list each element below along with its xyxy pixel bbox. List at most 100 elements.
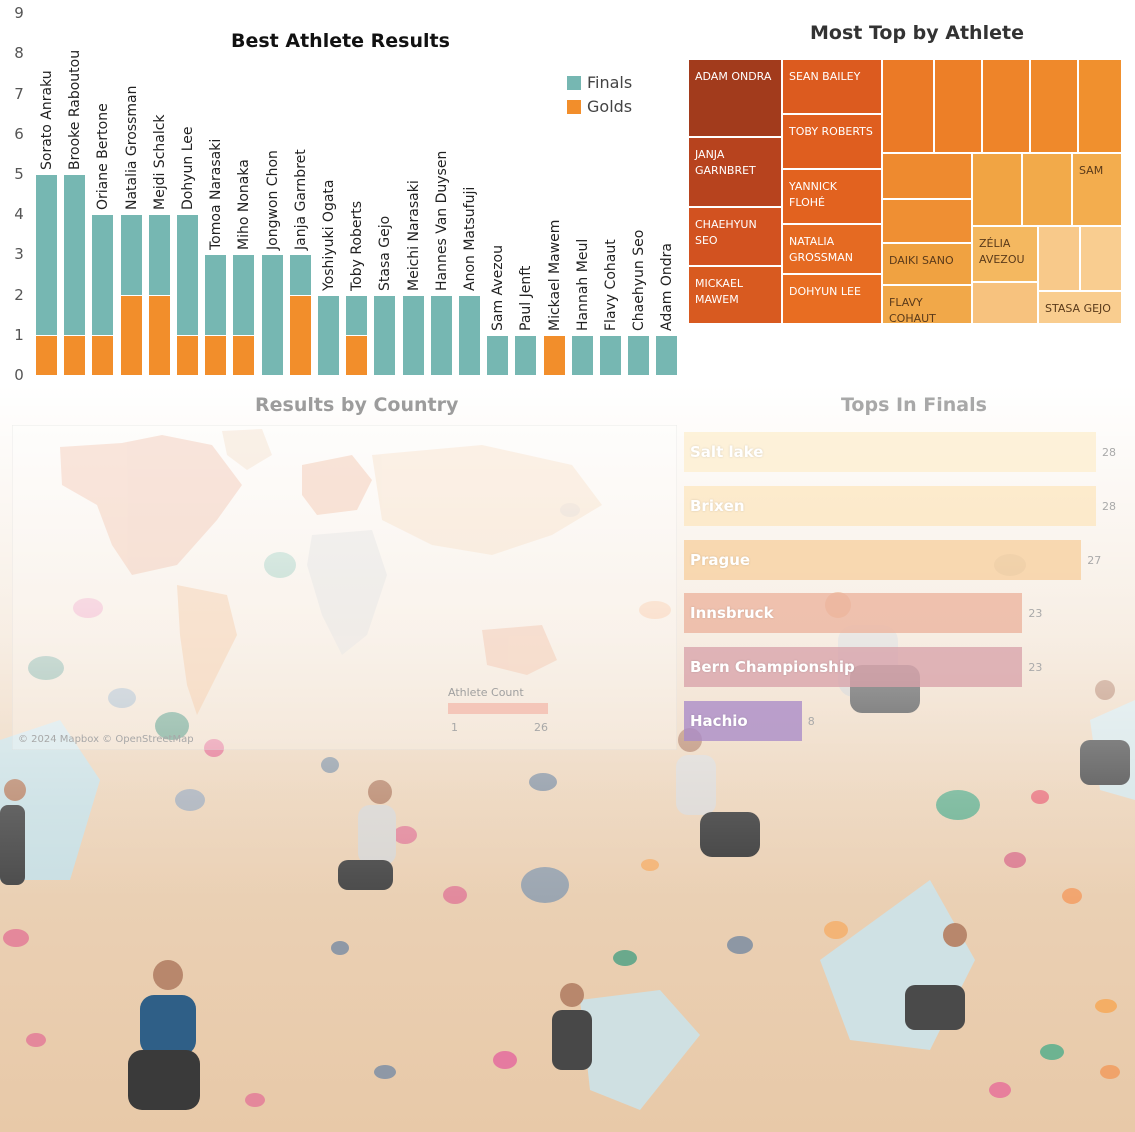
- treemap-cell[interactable]: ZÉLIA AVEZOU: [972, 226, 1038, 282]
- map-land: [60, 429, 602, 715]
- tops-bar-value: 27: [1087, 553, 1102, 567]
- bar-segment-golds[interactable]: [64, 335, 86, 375]
- bar-segment-golds[interactable]: [148, 295, 170, 375]
- bar-segment-finals[interactable]: [148, 215, 170, 295]
- treemap-cell[interactable]: STASA GEJO: [1038, 291, 1122, 324]
- map-legend-gradient: [448, 703, 548, 714]
- bar-segment-finals[interactable]: [600, 335, 621, 375]
- south-america-shape: [177, 585, 237, 715]
- athlete-name-label: Paul Jenft: [518, 265, 535, 331]
- bar-segment-golds[interactable]: [233, 335, 255, 375]
- bar-segment-finals[interactable]: [318, 295, 339, 375]
- bar-segment-finals[interactable]: [430, 295, 452, 375]
- legend-item-golds: Golds: [567, 97, 632, 116]
- bar-segment-golds[interactable]: [346, 335, 368, 375]
- athlete-name-label: Chaehyun Seo: [631, 229, 648, 331]
- bar-segment-golds[interactable]: [92, 335, 114, 375]
- tops-bar[interactable]: [684, 485, 1096, 526]
- treemap-cell[interactable]: CHAEHYUN SEO: [688, 207, 782, 266]
- tops-bar-label: Innsbruck: [690, 604, 774, 623]
- athlete-name-label: Flavy Cohaut: [603, 239, 619, 331]
- treemap-cell[interactable]: [1080, 226, 1122, 291]
- bar-segment-golds[interactable]: [120, 295, 142, 375]
- treemap-cell[interactable]: TOBY ROBERTS: [782, 114, 882, 169]
- y-tick-label: 6: [14, 124, 24, 143]
- treemap-cell[interactable]: [1030, 59, 1078, 153]
- y-tick-label: 8: [14, 44, 24, 63]
- treemap-cell[interactable]: DOHYUN LEE: [782, 274, 882, 324]
- asia-shape: [372, 445, 602, 555]
- tops-bar[interactable]: [684, 432, 1096, 472]
- tops-bar-label: Brixen: [690, 496, 745, 515]
- treemap-cell[interactable]: NATALIA GROSSMAN: [782, 224, 882, 274]
- treemap-cell[interactable]: SAM: [1072, 153, 1122, 226]
- north-america-shape: [60, 435, 242, 575]
- bar-segment-golds[interactable]: [543, 335, 565, 375]
- athlete-name-label: Stasa Gejo: [377, 215, 394, 291]
- bar-segment-finals[interactable]: [346, 295, 368, 335]
- treemap-cell[interactable]: FLAVY COHAUT: [882, 285, 972, 324]
- tops-bar-label: Bern Championship: [690, 658, 855, 677]
- bar-segment-finals[interactable]: [205, 255, 227, 335]
- bar-segment-finals[interactable]: [374, 295, 396, 375]
- bar-segment-golds[interactable]: [289, 295, 311, 375]
- athlete-name-label: Meichi Narasaki: [405, 179, 422, 291]
- bar-segment-finals[interactable]: [402, 295, 424, 375]
- bar-segment-finals[interactable]: [571, 335, 593, 375]
- bar-segment-finals[interactable]: [628, 335, 650, 375]
- bar-segment-finals[interactable]: [233, 255, 255, 335]
- tops-bar-value: 28: [1102, 499, 1116, 513]
- bar-segment-finals[interactable]: [92, 215, 114, 335]
- treemap-cell[interactable]: [1078, 59, 1122, 153]
- results-by-country-map[interactable]: Athlete Count 1 26 © 2024 Mapbox © OpenS…: [12, 425, 677, 750]
- treemap-cell[interactable]: ADAM ONDRA: [688, 59, 782, 137]
- treemap-cell[interactable]: MICKAEL MAWEM: [688, 266, 782, 324]
- athlete-name-label: Sam Avezou: [490, 244, 507, 331]
- bar-segment-finals[interactable]: [487, 335, 509, 375]
- bar-segment-finals[interactable]: [120, 215, 142, 295]
- bar-segment-golds[interactable]: [36, 335, 57, 375]
- athlete-name-label: Dohyun Lee: [180, 126, 196, 211]
- treemap-cell[interactable]: SEAN BAILEY: [782, 59, 882, 114]
- treemap-cell[interactable]: [882, 59, 934, 153]
- tops-bar-label: Prague: [690, 550, 751, 569]
- y-tick-label: 2: [14, 285, 24, 304]
- tops-bar[interactable]: [684, 647, 1023, 688]
- tops-bar[interactable]: [684, 593, 1023, 634]
- greenland-shape: [222, 429, 272, 470]
- bar-segment-golds[interactable]: [205, 335, 227, 375]
- athlete-name-label: Brooke Raboutou: [67, 49, 84, 170]
- bar-segment-finals[interactable]: [64, 175, 86, 335]
- map-legend-title: Athlete Count: [448, 686, 524, 699]
- bar-segment-finals[interactable]: [656, 335, 678, 375]
- treemap-cell[interactable]: DAIKI SANO: [882, 243, 972, 285]
- treemap-cell[interactable]: [882, 199, 972, 243]
- bar-segment-finals[interactable]: [36, 175, 57, 335]
- treemap-cell[interactable]: [882, 153, 972, 199]
- bar-segment-finals[interactable]: [289, 255, 311, 295]
- treemap-cell[interactable]: [972, 153, 1022, 226]
- bar-segment-finals[interactable]: [515, 335, 537, 375]
- legend-label-finals: Finals: [587, 73, 633, 92]
- bar-segment-finals[interactable]: [459, 295, 480, 375]
- treemap-cell[interactable]: [972, 282, 1038, 324]
- tops-bar[interactable]: [684, 539, 1082, 580]
- athlete-name-label: Anon Matsufuji: [462, 186, 478, 291]
- treemap-cell[interactable]: [1022, 153, 1072, 226]
- athlete-name-label: Jongwon Chon: [264, 150, 281, 251]
- athlete-name-label: Hannah Meul: [574, 238, 591, 331]
- best-athlete-results-title: Best Athlete Results: [231, 30, 450, 52]
- treemap-cell[interactable]: YANNICK FLOHÉ: [782, 169, 882, 224]
- athlete-name-label: Sorato Anraku: [39, 70, 55, 170]
- treemap-cell[interactable]: [934, 59, 982, 153]
- treemap-cell[interactable]: JANJA GARNBRET: [688, 137, 782, 207]
- treemap-cell[interactable]: [982, 59, 1030, 153]
- tops-bar[interactable]: [684, 701, 802, 741]
- finals-swatch: [567, 75, 581, 90]
- treemap-cell[interactable]: [1038, 226, 1080, 291]
- athlete-name-label: Miho Nonaka: [236, 159, 253, 251]
- bar-segment-golds[interactable]: [177, 335, 198, 375]
- bar-segment-finals[interactable]: [261, 255, 283, 375]
- bar-segment-finals[interactable]: [177, 215, 198, 335]
- results-by-country-title: Results by Country: [255, 394, 459, 416]
